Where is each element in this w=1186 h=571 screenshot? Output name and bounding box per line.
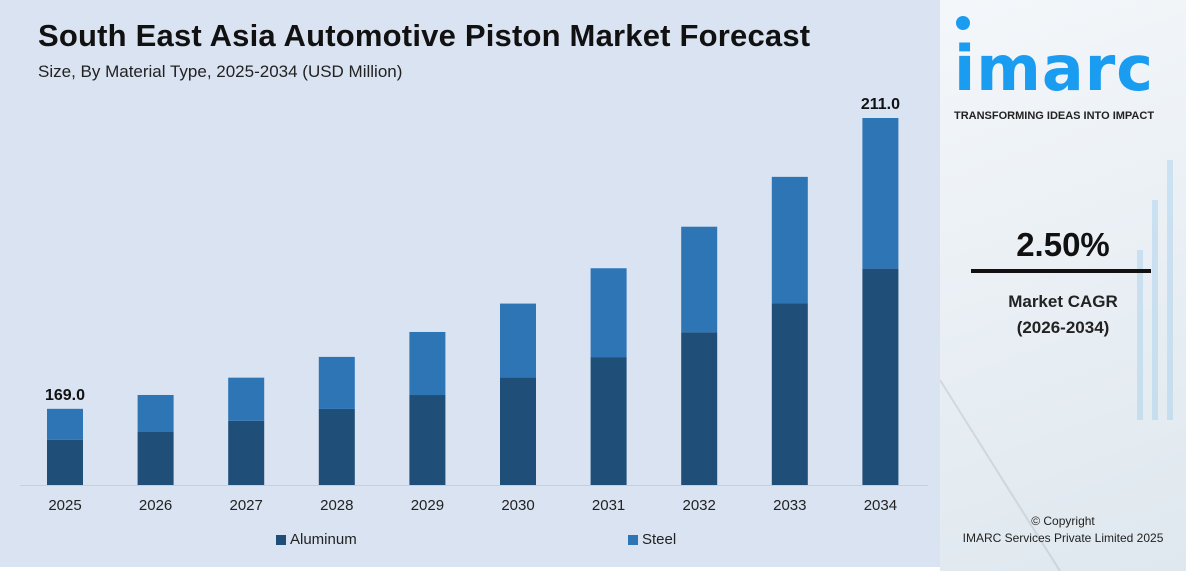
side-panel: imarc TRANSFORMING IDEAS INTO IMPACT 2.5…: [940, 0, 1186, 571]
stacked-bar-chart: 2025 169.0 2026 2027 2028 2029 2030 2031 2032 203…: [20, 96, 928, 514]
legend-label: Steel: [642, 531, 677, 548]
bar-aluminum-2029: [409, 395, 446, 485]
bar-aluminum-2026: [137, 431, 174, 485]
cagr-label-block: Market CAGR (2026-2034): [940, 289, 1186, 341]
legend-item-aluminum: Aluminum: [276, 531, 357, 548]
cagr-label: Market CAGR: [1008, 292, 1118, 311]
bar-steel-2028: [318, 356, 355, 409]
chart-title: South East Asia Automotive Piston Market…: [38, 18, 811, 53]
logo-wordmark: imarc: [954, 32, 1155, 105]
bar-steel-2027: [228, 377, 265, 421]
legend-swatch-steel: [628, 534, 638, 545]
bar-steel-2030: [500, 303, 536, 378]
bar-steel-2032: [681, 226, 718, 333]
chart-subtitle: Size, By Material Type, 2025-2034 (USD M…: [38, 62, 403, 81]
x-tick-label: 2025: [48, 497, 81, 514]
bar-steel-2026: [137, 394, 174, 432]
bar-aluminum-2028: [318, 408, 355, 485]
copyright: © Copyright: [1031, 514, 1095, 528]
legend-item-steel: Steel: [628, 531, 676, 548]
bar-steel-2031: [590, 268, 627, 358]
logo-tagline: TRANSFORMING IDEAS INTO IMPACT: [954, 110, 1155, 122]
x-tick-label: 2026: [139, 497, 172, 514]
bar-aluminum-2027: [228, 420, 265, 485]
cagr-period: (2026-2034): [1016, 318, 1110, 337]
total-data-label: 169.0: [45, 387, 85, 404]
logo-dot: [956, 16, 970, 30]
x-tick-label: 2033: [773, 497, 806, 514]
bar-steel-2034: [862, 118, 899, 269]
company-name: IMARC Services Private Limited 2025: [962, 531, 1164, 545]
bar-aluminum-2034: [862, 268, 899, 485]
bar-aluminum-2033: [771, 303, 808, 485]
cagr-divider: [971, 269, 1151, 273]
x-tick-label: 2027: [230, 497, 263, 514]
bar-aluminum-2030: [500, 377, 536, 485]
background-chart-decoration: [940, 160, 1173, 571]
chart-panel: South East Asia Automotive Piston Market…: [0, 0, 940, 567]
bar-aluminum-2025: [47, 439, 83, 485]
x-tick-label: 2029: [411, 497, 444, 514]
bar-aluminum-2031: [590, 357, 627, 485]
x-tick-label: 2031: [592, 497, 625, 514]
x-tick-label: 2032: [683, 497, 716, 514]
bar-steel-2029: [409, 331, 446, 396]
bar-steel-2025: [47, 408, 83, 440]
legend-swatch-aluminum: [276, 534, 286, 545]
bar-aluminum-2032: [681, 332, 718, 485]
cagr-value: 2.50%: [1016, 226, 1110, 263]
x-tick-label: 2028: [320, 497, 353, 514]
total-data-label: 211.0: [861, 96, 900, 113]
x-tick-label: 2030: [501, 497, 534, 514]
bar-steel-2033: [771, 176, 808, 304]
legend-label: Aluminum: [290, 531, 357, 548]
x-tick-label: 2034: [864, 497, 897, 514]
